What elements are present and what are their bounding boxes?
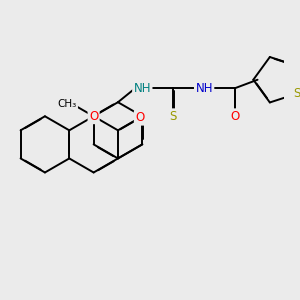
Text: O: O xyxy=(135,111,145,124)
Text: S: S xyxy=(293,87,300,100)
Text: O: O xyxy=(89,110,98,123)
Text: NH: NH xyxy=(195,82,213,95)
Text: CH₃: CH₃ xyxy=(58,99,77,109)
Text: O: O xyxy=(230,110,240,123)
Text: S: S xyxy=(169,110,177,123)
Text: NH: NH xyxy=(134,82,151,95)
